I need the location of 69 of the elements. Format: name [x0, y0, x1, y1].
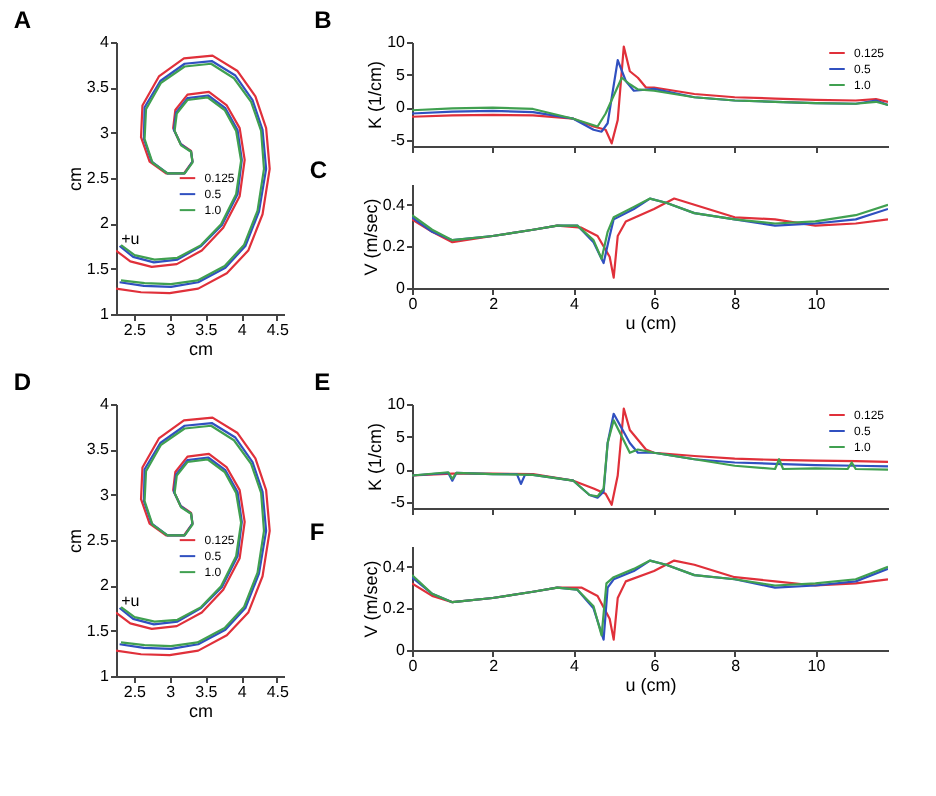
x-tick-label: 10	[807, 657, 827, 675]
y-tick-label: 0	[396, 279, 407, 297]
y-tick-label: -5	[390, 492, 407, 511]
x-tick-label: 4.5	[266, 321, 291, 339]
y-axis-title: V (m/sec)	[360, 198, 381, 276]
x-axis-title: cm	[189, 701, 213, 721]
y-axis-title: K (1/cm)	[365, 60, 386, 130]
x-tick-label: 8	[731, 295, 742, 313]
x-axis-title: u (cm)	[625, 313, 677, 333]
y-axis-title: V (m/sec)	[360, 560, 381, 638]
x-tick-label: 4	[237, 321, 248, 339]
x-tick-label: 0	[408, 657, 419, 675]
annotation: +u	[121, 591, 140, 610]
chart-title: C	[309, 156, 328, 184]
chart-title: E	[314, 368, 331, 396]
y-tick-label: 2	[100, 214, 111, 233]
x-tick-label: 2	[489, 657, 500, 675]
x-tick-label: 6	[650, 657, 661, 675]
y-tick-label: 10	[387, 33, 407, 51]
y-tick-label: 0	[396, 641, 407, 659]
y-tick-label: 4	[100, 395, 111, 413]
y-tick-label: 3.5	[86, 78, 111, 97]
y-tick-label: 3	[100, 485, 111, 504]
y-tick-label: 2.5	[86, 531, 111, 549]
chart-title: F	[309, 518, 325, 546]
y-tick-label: -5	[390, 130, 407, 149]
x-tick-label: 2.5	[123, 321, 148, 339]
x-tick-label: 4	[237, 683, 248, 701]
y-tick-label: 1	[100, 667, 111, 685]
y-tick-label: 2	[100, 576, 111, 595]
chart-title: A	[13, 6, 32, 34]
y-tick-label: 0.2	[382, 599, 407, 618]
y-axis-title: cm	[64, 167, 85, 191]
y-tick-label: 0.4	[382, 195, 407, 214]
y-tick-label: 3.5	[86, 440, 111, 459]
x-tick-label: 2.5	[123, 683, 148, 701]
y-tick-label: 0.2	[382, 237, 407, 256]
y-tick-label: 10	[387, 395, 407, 413]
annotation: +u	[121, 229, 140, 248]
chart-title: B	[314, 6, 333, 34]
x-tick-label: 2	[489, 295, 500, 313]
y-tick-label: 5	[396, 427, 407, 446]
x-tick-label: 3.5	[195, 321, 219, 339]
line-series	[412, 76, 888, 128]
x-tick-label: 4	[569, 657, 580, 675]
y-tick-label: 0	[396, 460, 407, 478]
y-tick-label: 4	[100, 33, 111, 51]
x-tick-label: 4	[569, 295, 580, 313]
x-axis-title: cm	[189, 339, 213, 359]
y-tick-label: 0.4	[382, 557, 407, 576]
y-tick-label: 1	[100, 305, 111, 323]
x-tick-label: 10	[807, 295, 827, 313]
x-tick-label: 3	[166, 321, 177, 339]
x-tick-label: 0	[408, 295, 419, 313]
y-tick-label: 0	[396, 98, 407, 116]
y-tick-label: 1.5	[86, 259, 111, 278]
y-axis-title: cm	[64, 529, 85, 553]
x-tick-label: 3	[166, 683, 177, 701]
y-axis-title: K (1/cm)	[365, 422, 386, 492]
x-tick-label: 6	[650, 295, 661, 313]
x-tick-label: 4.5	[266, 683, 291, 701]
x-tick-label: 3.5	[195, 683, 219, 701]
chart-title: D	[13, 368, 32, 396]
y-tick-label: 3	[100, 123, 111, 142]
y-tick-label: 1.5	[86, 621, 111, 640]
x-axis-title: u (cm)	[625, 675, 677, 695]
x-tick-label: 8	[731, 657, 742, 675]
y-tick-label: 2.5	[86, 169, 111, 187]
y-tick-label: 5	[396, 65, 407, 84]
